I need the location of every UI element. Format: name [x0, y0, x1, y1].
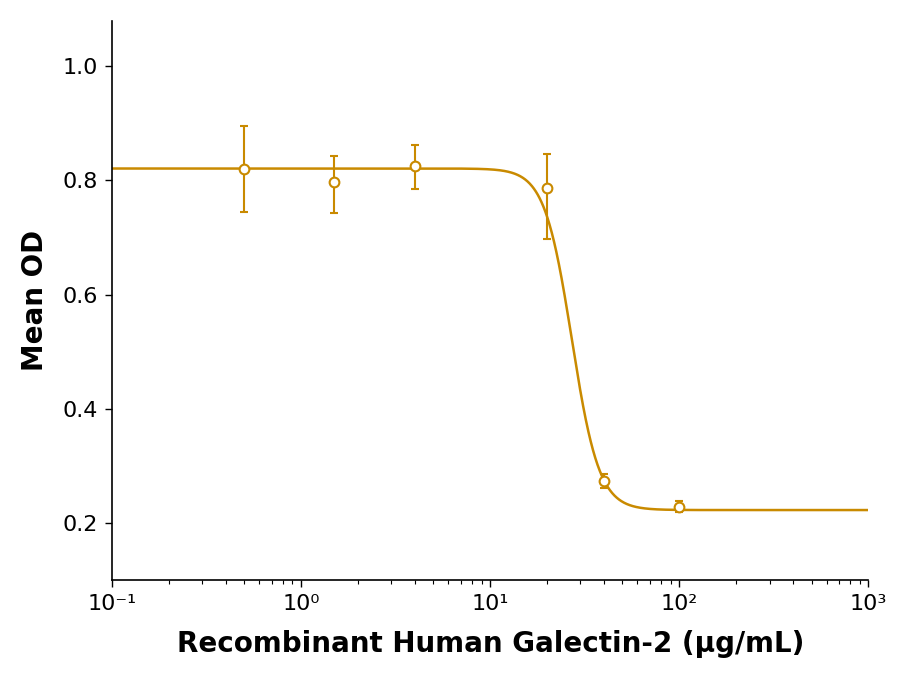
X-axis label: Recombinant Human Galectin-2 (μg/mL): Recombinant Human Galectin-2 (μg/mL): [176, 630, 804, 658]
Y-axis label: Mean OD: Mean OD: [21, 230, 49, 371]
